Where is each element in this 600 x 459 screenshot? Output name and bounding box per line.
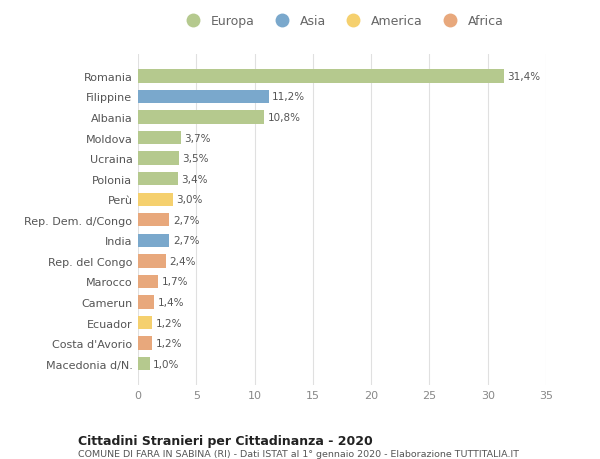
Bar: [138, 234, 169, 247]
Text: 2,7%: 2,7%: [173, 236, 199, 246]
Bar: [138, 296, 154, 309]
Bar: [138, 316, 152, 330]
Bar: [138, 337, 152, 350]
Text: 3,4%: 3,4%: [181, 174, 208, 185]
Text: 1,2%: 1,2%: [155, 318, 182, 328]
Text: COMUNE DI FARA IN SABINA (RI) - Dati ISTAT al 1° gennaio 2020 - Elaborazione TUT: COMUNE DI FARA IN SABINA (RI) - Dati IST…: [78, 449, 519, 458]
Text: 1,0%: 1,0%: [153, 359, 179, 369]
Bar: [138, 255, 166, 268]
Text: 11,2%: 11,2%: [272, 92, 305, 102]
Bar: [138, 152, 179, 165]
Text: 2,7%: 2,7%: [173, 215, 199, 225]
Bar: [138, 90, 269, 104]
Text: Cittadini Stranieri per Cittadinanza - 2020: Cittadini Stranieri per Cittadinanza - 2…: [78, 434, 373, 447]
Text: 1,2%: 1,2%: [155, 338, 182, 348]
Bar: [138, 357, 149, 370]
Text: 10,8%: 10,8%: [268, 113, 301, 123]
Bar: [138, 275, 158, 289]
Bar: [138, 213, 169, 227]
Text: 3,7%: 3,7%: [185, 133, 211, 143]
Text: 31,4%: 31,4%: [508, 72, 541, 82]
Bar: [138, 193, 173, 207]
Bar: [138, 70, 504, 84]
Text: 1,4%: 1,4%: [158, 297, 184, 308]
Bar: [138, 132, 181, 145]
Bar: [138, 173, 178, 186]
Text: 3,5%: 3,5%: [182, 154, 209, 164]
Bar: [138, 111, 264, 124]
Text: 2,4%: 2,4%: [169, 256, 196, 266]
Text: 3,0%: 3,0%: [176, 195, 203, 205]
Legend: Europa, Asia, America, Africa: Europa, Asia, America, Africa: [181, 15, 503, 28]
Text: 1,7%: 1,7%: [161, 277, 188, 287]
